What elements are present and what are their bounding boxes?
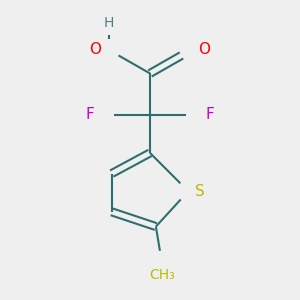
Text: O: O [89, 42, 101, 57]
Text: F: F [85, 107, 94, 122]
Text: S: S [195, 184, 205, 199]
Text: F: F [206, 107, 215, 122]
Text: H: H [103, 16, 114, 30]
Text: O: O [199, 42, 211, 57]
Text: CH₃: CH₃ [149, 268, 175, 282]
